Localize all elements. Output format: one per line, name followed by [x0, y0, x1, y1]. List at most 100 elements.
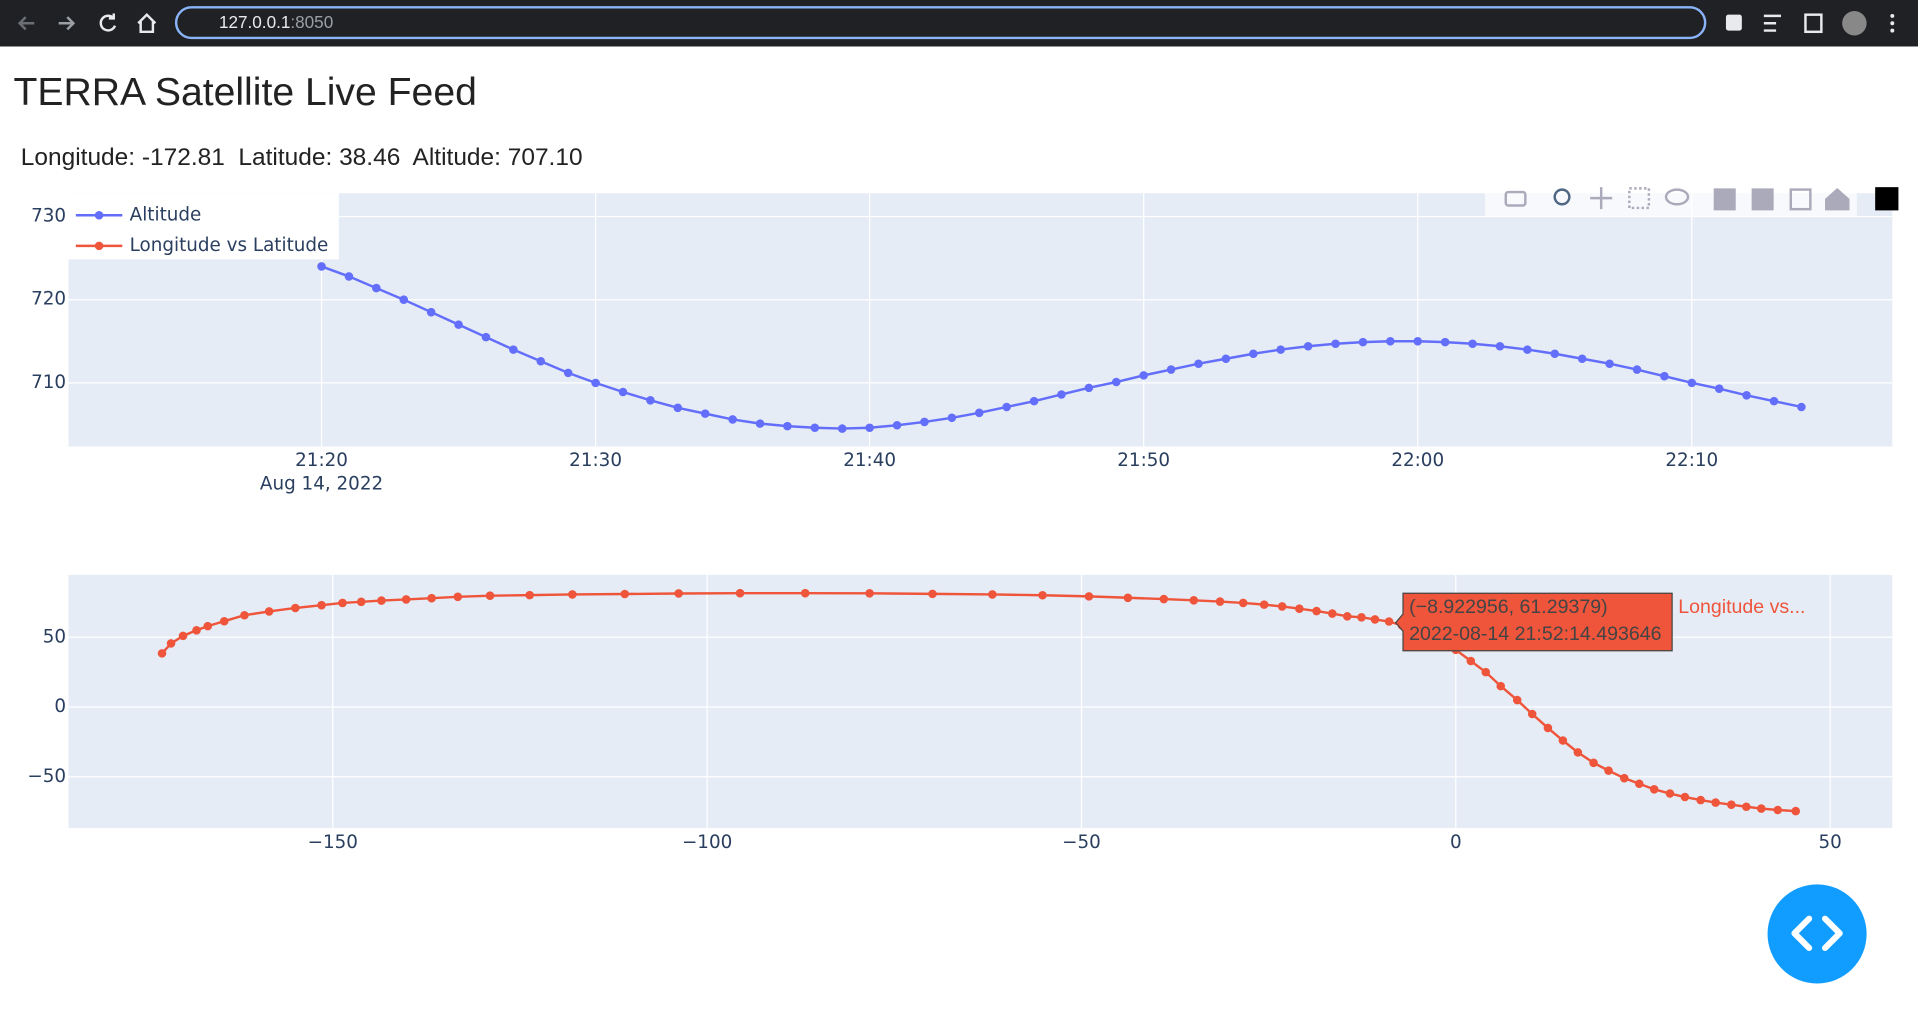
data-point	[1550, 349, 1560, 359]
legend-swatch	[94, 211, 104, 220]
browser-icons	[1725, 11, 1895, 36]
data-point	[344, 272, 354, 281]
data-point	[1791, 806, 1801, 816]
data-point	[1543, 723, 1553, 733]
data-point	[1312, 606, 1321, 616]
lasso-button[interactable]	[1664, 188, 1690, 206]
data-point	[735, 588, 745, 598]
data-point	[1440, 337, 1450, 347]
data-point	[1604, 766, 1613, 775]
data-point	[1215, 597, 1225, 606]
data-point	[399, 295, 409, 304]
reset-axes-button[interactable]	[1825, 187, 1850, 211]
data-point	[454, 320, 463, 329]
side-panel-icon[interactable]	[1804, 13, 1823, 34]
menu-icon	[1890, 21, 1895, 26]
data-point	[219, 616, 229, 626]
data-point	[509, 345, 518, 354]
data-point	[674, 589, 683, 598]
data-point	[865, 589, 874, 598]
data-point	[1742, 391, 1751, 400]
legend-label[interactable]: Altitude	[130, 204, 202, 225]
data-point	[1711, 798, 1720, 807]
data-point	[240, 610, 249, 620]
home-button[interactable]	[137, 12, 157, 34]
zoom-out-button[interactable]	[1751, 188, 1774, 211]
forward-button[interactable]	[58, 16, 76, 31]
legend: Altitude Longitude vs Latitude	[68, 193, 339, 260]
reload-button[interactable]	[99, 13, 117, 32]
data-point	[800, 588, 810, 598]
extensions-icon[interactable]	[1725, 14, 1742, 31]
data-point	[1139, 371, 1148, 380]
data-point	[1589, 758, 1598, 768]
data-point	[1573, 748, 1583, 757]
data-point	[646, 396, 655, 405]
menu-icon[interactable]	[1890, 13, 1895, 18]
data-point	[426, 307, 436, 317]
reading-list-icon[interactable]	[1763, 14, 1781, 32]
data-point	[178, 631, 188, 641]
zoom-in-button[interactable]	[1713, 188, 1736, 211]
data-point	[1680, 792, 1690, 802]
data-point	[1797, 402, 1806, 412]
x-tick-label: 21:20	[295, 450, 348, 471]
data-point	[1249, 349, 1258, 359]
data-point	[1370, 615, 1380, 624]
data-point	[865, 423, 874, 433]
url-port: :8050	[290, 12, 334, 32]
data-point	[1259, 600, 1269, 609]
data-point	[1084, 383, 1094, 393]
data-point	[1619, 773, 1629, 783]
address-bar[interactable]: 127.0.0.1:8050	[174, 6, 1707, 40]
data-point	[728, 415, 737, 424]
data-point	[1038, 590, 1047, 600]
data-point	[1577, 354, 1587, 364]
data-point	[1496, 681, 1506, 691]
plotly-logo[interactable]	[1875, 187, 1899, 211]
x-tick-label: 21:50	[1117, 450, 1170, 471]
data-point	[1632, 365, 1642, 374]
data-point	[1238, 598, 1248, 608]
data-point	[525, 590, 534, 600]
data-point	[1123, 593, 1133, 603]
data-point	[810, 423, 820, 433]
data-point	[317, 600, 326, 610]
data-point	[485, 591, 495, 600]
data-point	[1634, 779, 1644, 789]
page-title: TERRA Satellite Live Feed	[13, 69, 477, 114]
data-point	[453, 592, 463, 602]
hover-name: Longitude vs...	[1678, 596, 1805, 618]
debug-button[interactable]	[1767, 884, 1867, 984]
data-point	[166, 639, 176, 648]
data-point	[1527, 709, 1537, 719]
profile-avatar[interactable]	[1842, 11, 1867, 36]
data-point	[1277, 602, 1287, 611]
data-point	[1714, 384, 1724, 393]
pan-button[interactable]	[1590, 187, 1613, 210]
camera-button[interactable]	[1504, 190, 1527, 207]
zoom-button[interactable]	[1553, 188, 1571, 206]
x-tick-label: −150	[308, 832, 358, 853]
y-tick-label: 0	[54, 696, 66, 717]
data-point	[1660, 371, 1669, 381]
x-tick-label: 0	[1450, 832, 1462, 853]
data-point	[673, 403, 683, 413]
y-tick-label: 710	[31, 372, 66, 393]
data-point	[1384, 617, 1394, 626]
data-point	[1481, 667, 1491, 677]
data-point	[755, 419, 765, 428]
data-point	[338, 598, 347, 608]
data-point	[563, 368, 573, 378]
data-point	[1523, 345, 1532, 354]
data-point	[264, 607, 274, 616]
autoscale-button[interactable]	[1789, 188, 1812, 211]
data-point	[1769, 396, 1779, 406]
legend-box	[68, 193, 339, 260]
data-point	[837, 424, 847, 433]
back-button[interactable]	[17, 16, 35, 31]
data-point	[988, 590, 997, 599]
box-select-button[interactable]	[1628, 187, 1651, 210]
legend-label[interactable]: Longitude vs Latitude	[130, 235, 329, 256]
